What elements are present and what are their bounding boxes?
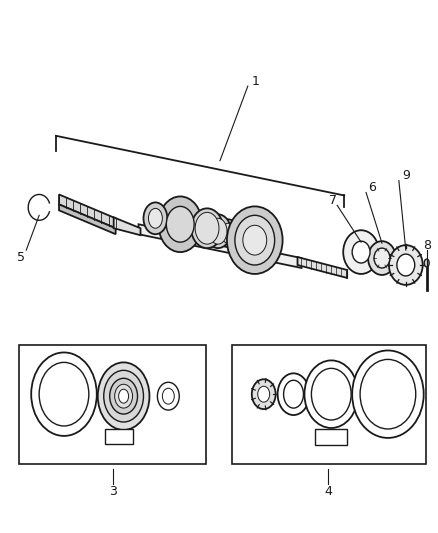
Ellipse shape xyxy=(209,219,227,244)
Ellipse shape xyxy=(343,230,379,274)
Text: 7: 7 xyxy=(329,194,337,207)
Ellipse shape xyxy=(360,359,416,429)
Ellipse shape xyxy=(119,389,129,403)
Text: 6: 6 xyxy=(368,181,376,194)
Bar xyxy=(232,344,426,464)
Ellipse shape xyxy=(258,386,270,402)
Ellipse shape xyxy=(374,248,390,268)
Ellipse shape xyxy=(159,197,202,252)
Ellipse shape xyxy=(98,362,149,430)
Ellipse shape xyxy=(162,388,174,404)
Ellipse shape xyxy=(104,370,144,422)
Ellipse shape xyxy=(304,360,358,428)
Ellipse shape xyxy=(283,380,304,408)
Ellipse shape xyxy=(166,206,194,242)
Ellipse shape xyxy=(110,378,138,414)
Ellipse shape xyxy=(352,241,370,263)
Ellipse shape xyxy=(217,219,239,247)
Ellipse shape xyxy=(144,203,167,234)
Text: 8: 8 xyxy=(423,239,431,252)
Ellipse shape xyxy=(311,368,351,420)
Ellipse shape xyxy=(397,254,415,276)
Polygon shape xyxy=(297,257,347,278)
Ellipse shape xyxy=(278,373,309,415)
Polygon shape xyxy=(105,429,133,444)
Ellipse shape xyxy=(389,245,423,285)
Ellipse shape xyxy=(221,223,235,243)
Polygon shape xyxy=(59,195,116,228)
Polygon shape xyxy=(315,429,347,445)
Ellipse shape xyxy=(39,362,89,426)
Ellipse shape xyxy=(424,259,429,267)
Text: 3: 3 xyxy=(109,485,117,498)
Ellipse shape xyxy=(368,241,396,275)
Text: 4: 4 xyxy=(325,485,332,498)
Ellipse shape xyxy=(235,215,275,265)
Ellipse shape xyxy=(205,214,231,248)
Ellipse shape xyxy=(31,352,97,436)
Ellipse shape xyxy=(227,206,283,274)
Ellipse shape xyxy=(148,208,162,228)
Ellipse shape xyxy=(115,384,133,408)
Polygon shape xyxy=(59,204,116,234)
Polygon shape xyxy=(138,224,301,268)
Text: 9: 9 xyxy=(402,169,410,182)
Text: 5: 5 xyxy=(17,251,25,263)
Ellipse shape xyxy=(252,379,276,409)
Ellipse shape xyxy=(157,382,179,410)
Ellipse shape xyxy=(195,212,219,244)
Ellipse shape xyxy=(352,351,424,438)
Text: 1: 1 xyxy=(252,75,260,88)
Bar xyxy=(19,344,206,464)
Ellipse shape xyxy=(191,208,223,248)
Ellipse shape xyxy=(243,225,267,255)
Polygon shape xyxy=(114,217,141,235)
